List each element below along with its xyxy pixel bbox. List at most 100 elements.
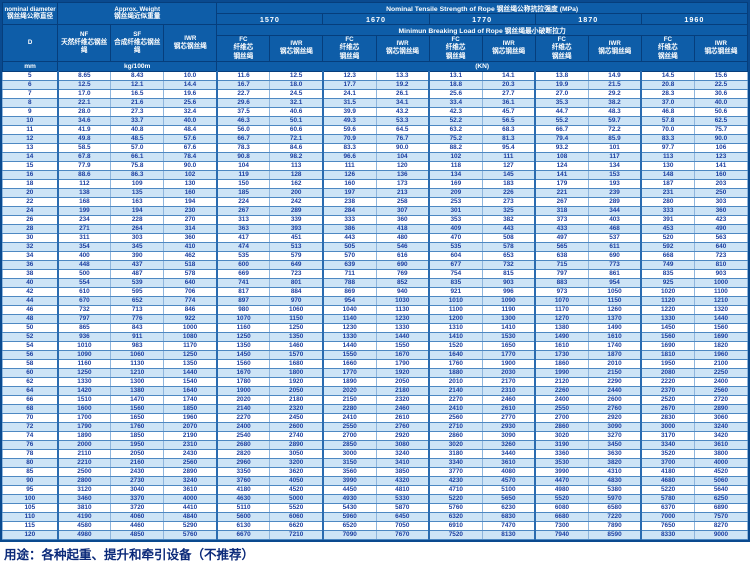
value-cell: 940 bbox=[375, 287, 430, 298]
value-cell: 5760 bbox=[428, 503, 483, 514]
value-cell: 600 bbox=[215, 260, 271, 271]
value-cell: 3620 bbox=[269, 467, 324, 478]
value-cell: 815 bbox=[481, 269, 536, 280]
value-cell: 2700 bbox=[321, 431, 377, 442]
value-cell: 238 bbox=[321, 197, 377, 208]
tensile-title-text: Nominal Tensile Strength of Rope 钢丝绳公称抗拉… bbox=[386, 6, 579, 13]
value-cell: 163 bbox=[110, 197, 165, 208]
value-cell: 3990 bbox=[321, 476, 377, 487]
value-cell: 4310 bbox=[587, 467, 642, 478]
value-cell: 5640 bbox=[693, 485, 749, 496]
table-row: 15 77.9 75.8 90.0 104 113 111 120 118 127 124 134 13… bbox=[1, 161, 749, 172]
usage-note: 用途：各种起重、提升和牵引设备（不推荐） bbox=[0, 542, 750, 564]
value-cell: 13.8 bbox=[534, 71, 589, 82]
value-cell: 130 bbox=[163, 179, 218, 190]
value-cell: 2000 bbox=[56, 440, 112, 451]
header-d-symbol: D bbox=[1, 23, 59, 63]
value-cell: 59.6 bbox=[321, 125, 377, 136]
value-cell: 9000 bbox=[693, 530, 749, 541]
value-cell: 88.2 bbox=[428, 143, 483, 154]
value-cell: 6830 bbox=[481, 512, 536, 523]
value-cell: 936 bbox=[56, 332, 112, 343]
value-cell: 2260 bbox=[534, 386, 589, 397]
value-cell: 1780 bbox=[215, 377, 271, 388]
value-cell: 72.1 bbox=[269, 134, 324, 145]
diameter-cell: 90 bbox=[1, 476, 59, 487]
value-cell: 1160 bbox=[215, 323, 271, 334]
diameter-cell: 22 bbox=[1, 197, 59, 208]
value-cell: 1920 bbox=[269, 377, 324, 388]
value-cell: 2080 bbox=[640, 368, 695, 379]
value-cell: 1810 bbox=[640, 350, 695, 361]
value-cell: 57.0 bbox=[110, 143, 165, 154]
value-cell: 48.4 bbox=[163, 125, 218, 136]
value-cell: 7890 bbox=[587, 521, 642, 532]
value-cell: 3850 bbox=[375, 467, 430, 478]
value-cell: 2320 bbox=[269, 404, 324, 415]
value-cell: 1870 bbox=[587, 350, 642, 361]
value-cell: 911 bbox=[110, 332, 165, 343]
value-cell: 127 bbox=[481, 161, 536, 172]
value-cell: 1770 bbox=[321, 368, 377, 379]
diameter-cell: 48 bbox=[1, 314, 59, 325]
value-cell: 3520 bbox=[640, 449, 695, 460]
value-cell: 7470 bbox=[481, 521, 536, 532]
value-cell: 106 bbox=[693, 143, 749, 154]
value-cell: 169 bbox=[428, 179, 483, 190]
value-cell: 1530 bbox=[481, 332, 536, 343]
value-cell: 1520 bbox=[428, 341, 483, 352]
table-row: 70 1700 1650 1960 2270 2450 2410 2610 2560 2770 27… bbox=[1, 413, 749, 424]
diameter-cell: 34 bbox=[1, 251, 59, 262]
value-cell: 1690 bbox=[640, 341, 695, 352]
value-cell: 179 bbox=[534, 179, 589, 190]
value-cell: 2890 bbox=[693, 404, 749, 415]
value-cell: 4190 bbox=[56, 512, 112, 523]
table-row: 90 2800 2730 3240 3760 4050 3990 4320 4230 4570 44… bbox=[1, 476, 749, 487]
value-cell: 774 bbox=[163, 296, 218, 307]
unit-mm-cell: mm bbox=[1, 61, 59, 73]
value-cell: 417 bbox=[215, 233, 271, 244]
value-cell: 2680 bbox=[215, 440, 271, 451]
value-cell: 6910 bbox=[428, 521, 483, 532]
value-cell: 63.2 bbox=[428, 125, 483, 136]
value-cell: 2010 bbox=[587, 359, 642, 370]
header-iwr-weight-column: IWR 钢芯钢丝绳 bbox=[163, 23, 218, 63]
value-cell: 3630 bbox=[587, 449, 642, 460]
value-cell: 970 bbox=[269, 296, 324, 307]
header-iwr-1960: IWR 钢芯钢丝绳 bbox=[693, 34, 749, 63]
value-cell: 25.6 bbox=[163, 98, 218, 109]
value-cell: 4180 bbox=[215, 485, 271, 496]
value-cell: 1090 bbox=[481, 296, 536, 307]
diameter-cell: 36 bbox=[1, 260, 59, 271]
value-cell: 4520 bbox=[269, 485, 324, 496]
value-cell: 1890 bbox=[321, 377, 377, 388]
value-cell: 1460 bbox=[269, 341, 324, 352]
value-cell: 2890 bbox=[163, 467, 218, 478]
value-cell: 6370 bbox=[640, 503, 695, 514]
diameter-cell: 58 bbox=[1, 359, 59, 370]
value-cell: 1560 bbox=[110, 404, 165, 415]
value-cell: 7300 bbox=[534, 521, 589, 532]
value-cell: 22.1 bbox=[56, 98, 112, 109]
value-cell: 1540 bbox=[163, 377, 218, 388]
value-cell: 1020 bbox=[640, 287, 695, 298]
value-cell: 360 bbox=[375, 215, 430, 226]
value-cell: 22.7 bbox=[215, 89, 271, 100]
value-cell: 21.5 bbox=[587, 80, 642, 91]
value-cell: 86.3 bbox=[110, 170, 165, 181]
value-cell: 27.7 bbox=[481, 89, 536, 100]
table-row: 10 34.6 33.7 40.0 46.3 50.1 49.3 53.3 52.2 56.5 55… bbox=[1, 116, 749, 127]
value-cell: 3260 bbox=[481, 440, 536, 451]
value-cell: 1060 bbox=[110, 350, 165, 361]
value-cell: 2190 bbox=[163, 431, 218, 442]
value-cell: 1490 bbox=[534, 332, 589, 343]
value-cell: 3530 bbox=[534, 458, 589, 469]
value-cell: 128 bbox=[269, 170, 324, 181]
value-cell: 1550 bbox=[375, 341, 430, 352]
value-cell: 5760 bbox=[163, 530, 218, 541]
diameter-cell: 66 bbox=[1, 395, 59, 406]
value-cell: 75.8 bbox=[110, 161, 165, 172]
value-cell: 2560 bbox=[693, 386, 749, 397]
table-row: 24 199 194 230 267 289 284 307 301 325 318 344 333 36… bbox=[1, 206, 749, 217]
